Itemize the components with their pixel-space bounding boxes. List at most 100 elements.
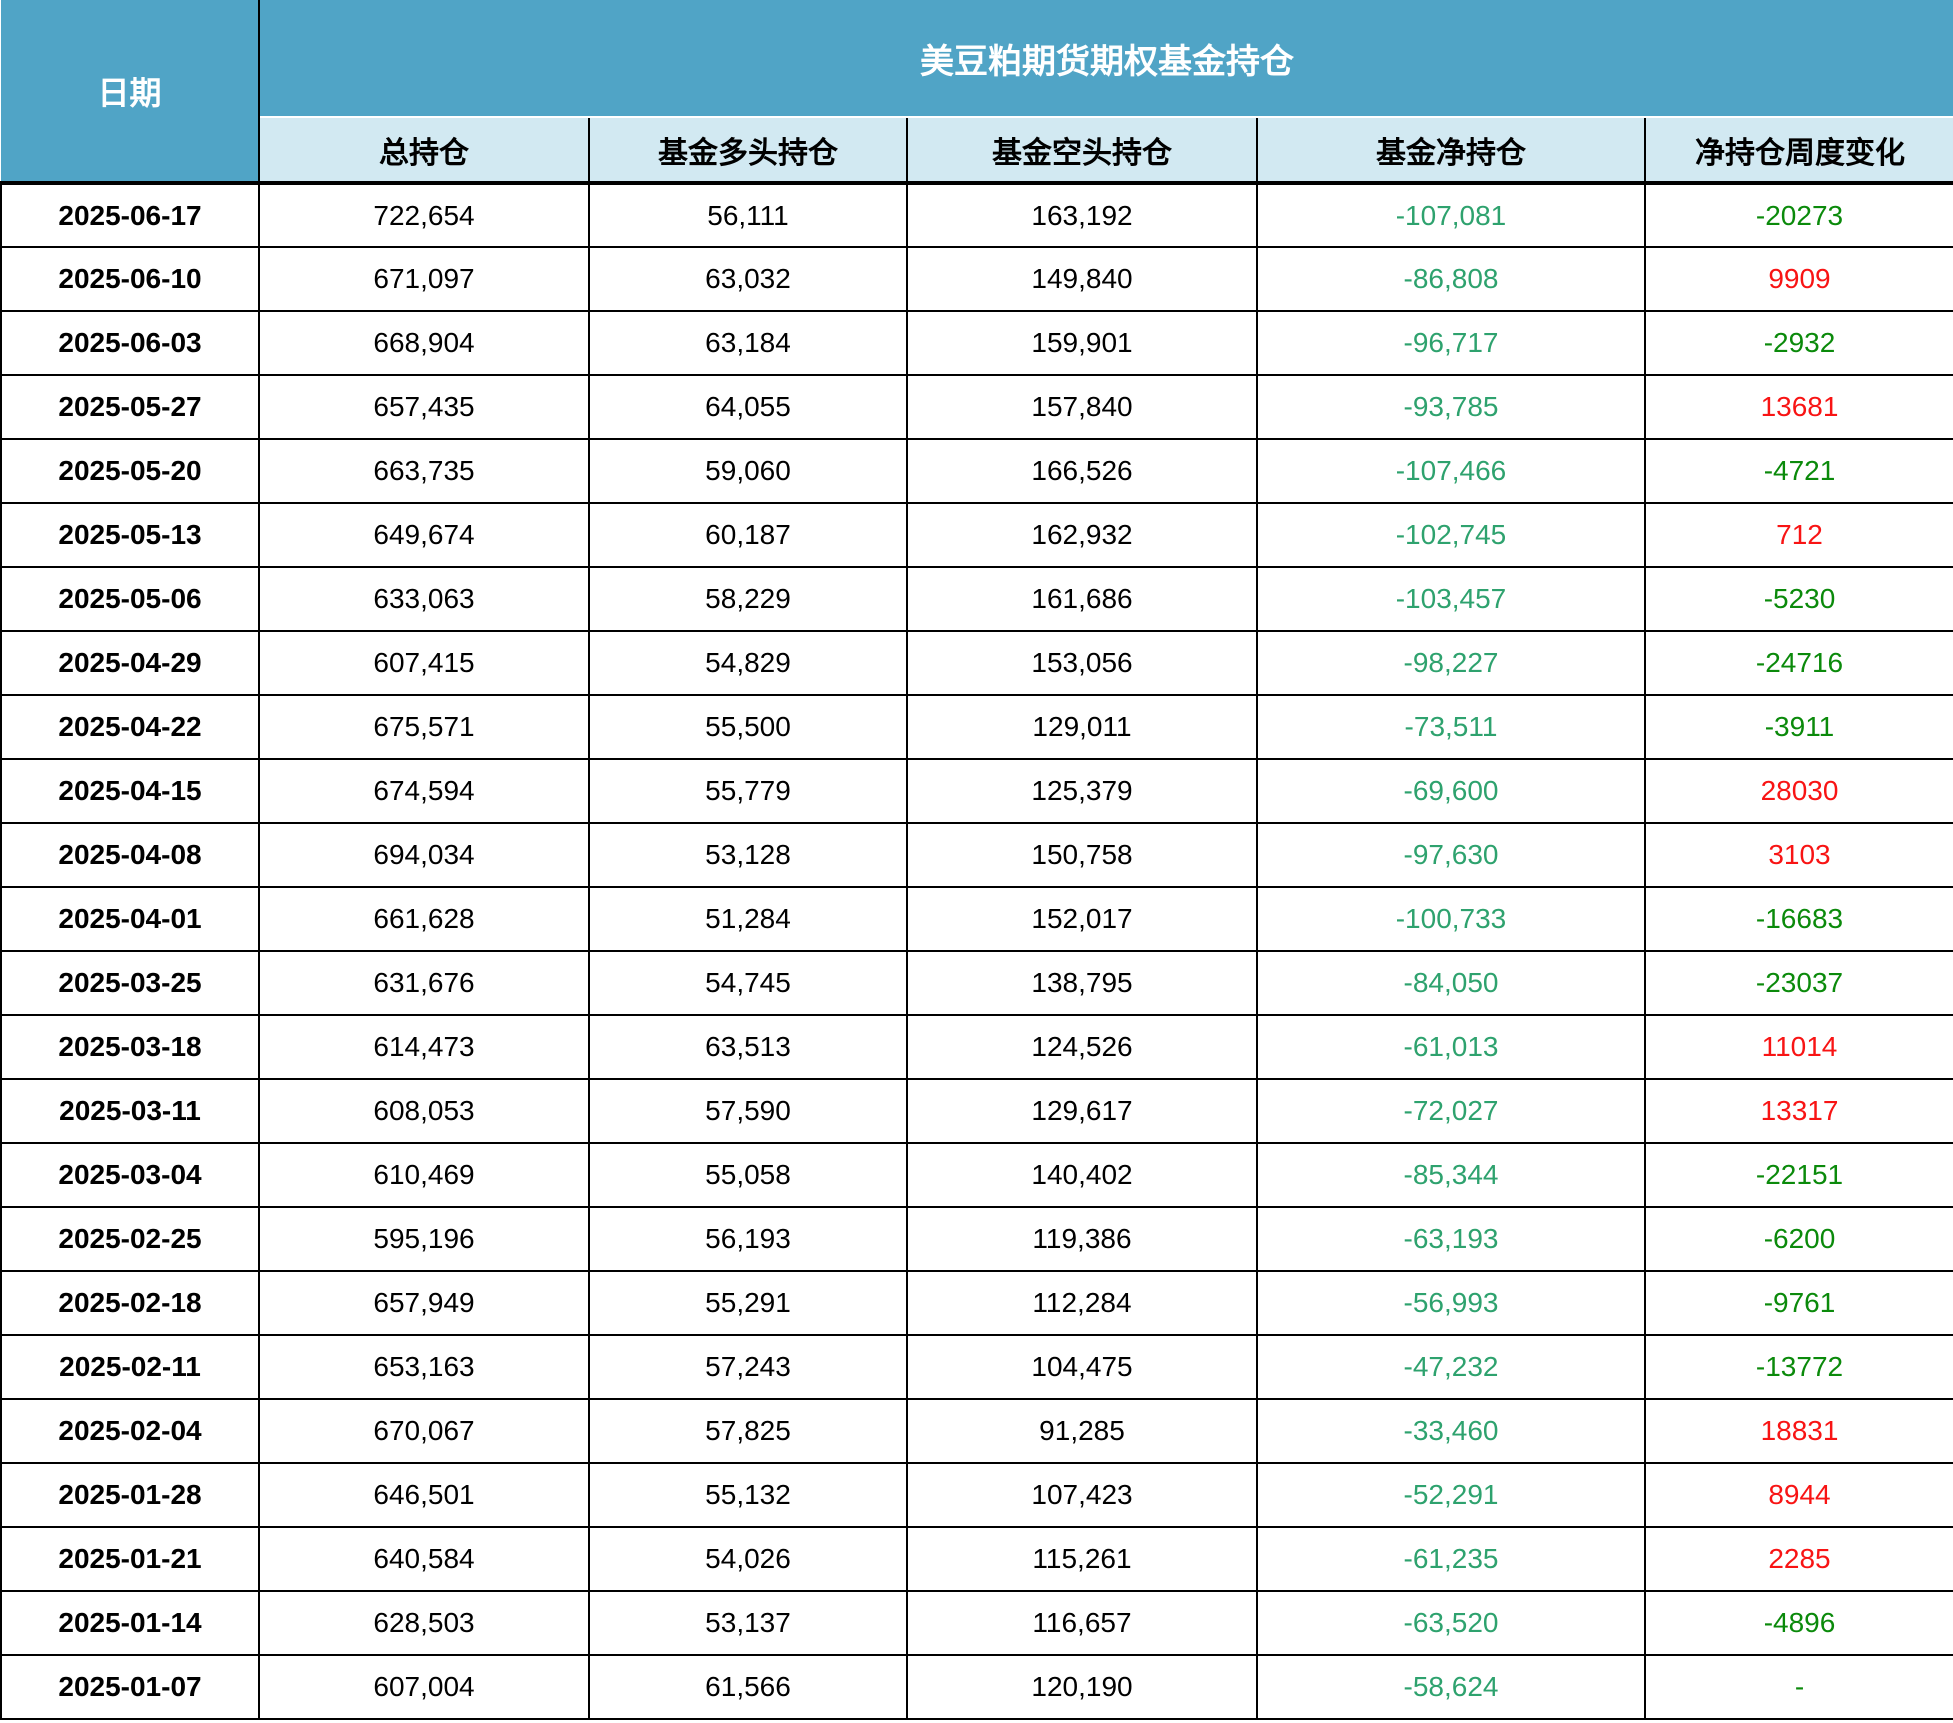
fund-long-cell: 64,055: [588, 374, 908, 440]
total-position-cell: 595,196: [258, 1206, 590, 1272]
net-change-cell: 18831: [1644, 1398, 1953, 1464]
fund-net-cell: -98,227: [1256, 630, 1646, 696]
total-position-cell: 657,435: [258, 374, 590, 440]
net-change-cell: -6200: [1644, 1206, 1953, 1272]
date-cell: 2025-03-25: [0, 950, 260, 1016]
fund-net-cell: -63,520: [1256, 1590, 1646, 1656]
net-change-cell: -13772: [1644, 1334, 1953, 1400]
total-position-cell: 722,654: [258, 182, 590, 248]
total-position-cell: 694,034: [258, 822, 590, 888]
date-cell: 2025-04-08: [0, 822, 260, 888]
table-row: 2025-03-25 631,676 54,745 138,795 -84,05…: [0, 950, 1953, 1016]
net-change-cell: -5230: [1644, 566, 1953, 632]
total-position-cell: 668,904: [258, 310, 590, 376]
date-cell: 2025-03-18: [0, 1014, 260, 1080]
fund-short-cell: 153,056: [906, 630, 1258, 696]
fund-net-cell: -86,808: [1256, 246, 1646, 312]
net-change-cell: -4721: [1644, 438, 1953, 504]
table-row: 2025-06-17 722,654 56,111 163,192 -107,0…: [0, 182, 1953, 248]
fund-net-cell: -102,745: [1256, 502, 1646, 568]
total-position-cell: 663,735: [258, 438, 590, 504]
table-row: 2025-03-18 614,473 63,513 124,526 -61,01…: [0, 1014, 1953, 1080]
net-change-cell: -3911: [1644, 694, 1953, 760]
date-column-header: 日期: [1, 0, 260, 185]
column-header-3: 基金净持仓: [1256, 117, 1646, 185]
fund-net-cell: -72,027: [1256, 1078, 1646, 1144]
fund-short-cell: 152,017: [906, 886, 1258, 952]
net-change-cell: -24716: [1644, 630, 1953, 696]
net-change-cell: 2285: [1644, 1526, 1953, 1592]
fund-short-cell: 116,657: [906, 1590, 1258, 1656]
fund-net-cell: -97,630: [1256, 822, 1646, 888]
date-cell: 2025-06-10: [0, 246, 260, 312]
fund-long-cell: 54,829: [588, 630, 908, 696]
fund-long-cell: 56,193: [588, 1206, 908, 1272]
fund-net-cell: -73,511: [1256, 694, 1646, 760]
fund-net-cell: -85,344: [1256, 1142, 1646, 1208]
net-change-cell: 3103: [1644, 822, 1953, 888]
fund-long-cell: 57,243: [588, 1334, 908, 1400]
fund-long-cell: 63,513: [588, 1014, 908, 1080]
table-row: 2025-06-10 671,097 63,032 149,840 -86,80…: [0, 246, 1953, 312]
net-change-cell: -2932: [1644, 310, 1953, 376]
fund-long-cell: 54,745: [588, 950, 908, 1016]
column-header-1: 基金多头持仓: [588, 117, 908, 185]
date-cell: 2025-03-04: [0, 1142, 260, 1208]
net-change-cell: 8944: [1644, 1462, 1953, 1528]
fund-net-cell: -61,013: [1256, 1014, 1646, 1080]
table-row: 2025-01-21 640,584 54,026 115,261 -61,23…: [0, 1526, 1953, 1592]
fund-long-cell: 55,779: [588, 758, 908, 824]
date-cell: 2025-01-07: [0, 1654, 260, 1720]
net-change-cell: 9909: [1644, 246, 1953, 312]
total-position-cell: 675,571: [258, 694, 590, 760]
fund-net-cell: -58,624: [1256, 1654, 1646, 1720]
fund-short-cell: 163,192: [906, 182, 1258, 248]
total-position-cell: 671,097: [258, 246, 590, 312]
net-change-cell: -: [1644, 1654, 1953, 1720]
table-row: 2025-01-07 607,004 61,566 120,190 -58,62…: [0, 1654, 1953, 1720]
fund-short-cell: 125,379: [906, 758, 1258, 824]
fund-net-cell: -96,717: [1256, 310, 1646, 376]
total-position-cell: 649,674: [258, 502, 590, 568]
fund-short-cell: 157,840: [906, 374, 1258, 440]
net-change-cell: -20273: [1644, 182, 1953, 248]
table-row: 2025-02-11 653,163 57,243 104,475 -47,23…: [0, 1334, 1953, 1400]
table-header: 日期 美豆粕期货期权基金持仓 总持仓 基金多头持仓 基金空头持仓 基金净持仓 净持仓周度…: [1, 0, 1953, 185]
total-position-cell: 653,163: [258, 1334, 590, 1400]
fund-short-cell: 166,526: [906, 438, 1258, 504]
fund-short-cell: 112,284: [906, 1270, 1258, 1336]
table-row: 2025-04-22 675,571 55,500 129,011 -73,51…: [0, 694, 1953, 760]
net-change-cell: 13681: [1644, 374, 1953, 440]
fund-long-cell: 55,291: [588, 1270, 908, 1336]
net-change-cell: -22151: [1644, 1142, 1953, 1208]
fund-long-cell: 54,026: [588, 1526, 908, 1592]
table-row: 2025-05-06 633,063 58,229 161,686 -103,4…: [0, 566, 1953, 632]
fund-short-cell: 129,617: [906, 1078, 1258, 1144]
table-row: 2025-06-03 668,904 63,184 159,901 -96,71…: [0, 310, 1953, 376]
date-cell: 2025-01-14: [0, 1590, 260, 1656]
net-change-cell: 712: [1644, 502, 1953, 568]
column-header-0: 总持仓: [258, 117, 590, 185]
date-cell: 2025-02-18: [0, 1270, 260, 1336]
total-position-cell: 608,053: [258, 1078, 590, 1144]
fund-net-cell: -61,235: [1256, 1526, 1646, 1592]
fund-long-cell: 55,058: [588, 1142, 908, 1208]
net-change-cell: -9761: [1644, 1270, 1953, 1336]
table-title: 美豆粕期货期权基金持仓: [259, 0, 1953, 118]
fund-net-cell: -84,050: [1256, 950, 1646, 1016]
total-position-cell: 631,676: [258, 950, 590, 1016]
fund-long-cell: 53,128: [588, 822, 908, 888]
fund-short-cell: 138,795: [906, 950, 1258, 1016]
fund-short-cell: 150,758: [906, 822, 1258, 888]
fund-long-cell: 60,187: [588, 502, 908, 568]
date-cell: 2025-02-25: [0, 1206, 260, 1272]
table-row: 2025-01-28 646,501 55,132 107,423 -52,29…: [0, 1462, 1953, 1528]
table-row: 2025-04-01 661,628 51,284 152,017 -100,7…: [0, 886, 1953, 952]
fund-short-cell: 129,011: [906, 694, 1258, 760]
net-change-cell: 11014: [1644, 1014, 1953, 1080]
fund-short-cell: 91,285: [906, 1398, 1258, 1464]
table-row: 2025-04-29 607,415 54,829 153,056 -98,22…: [0, 630, 1953, 696]
total-position-cell: 614,473: [258, 1014, 590, 1080]
date-cell: 2025-01-21: [0, 1526, 260, 1592]
date-cell: 2025-05-27: [0, 374, 260, 440]
